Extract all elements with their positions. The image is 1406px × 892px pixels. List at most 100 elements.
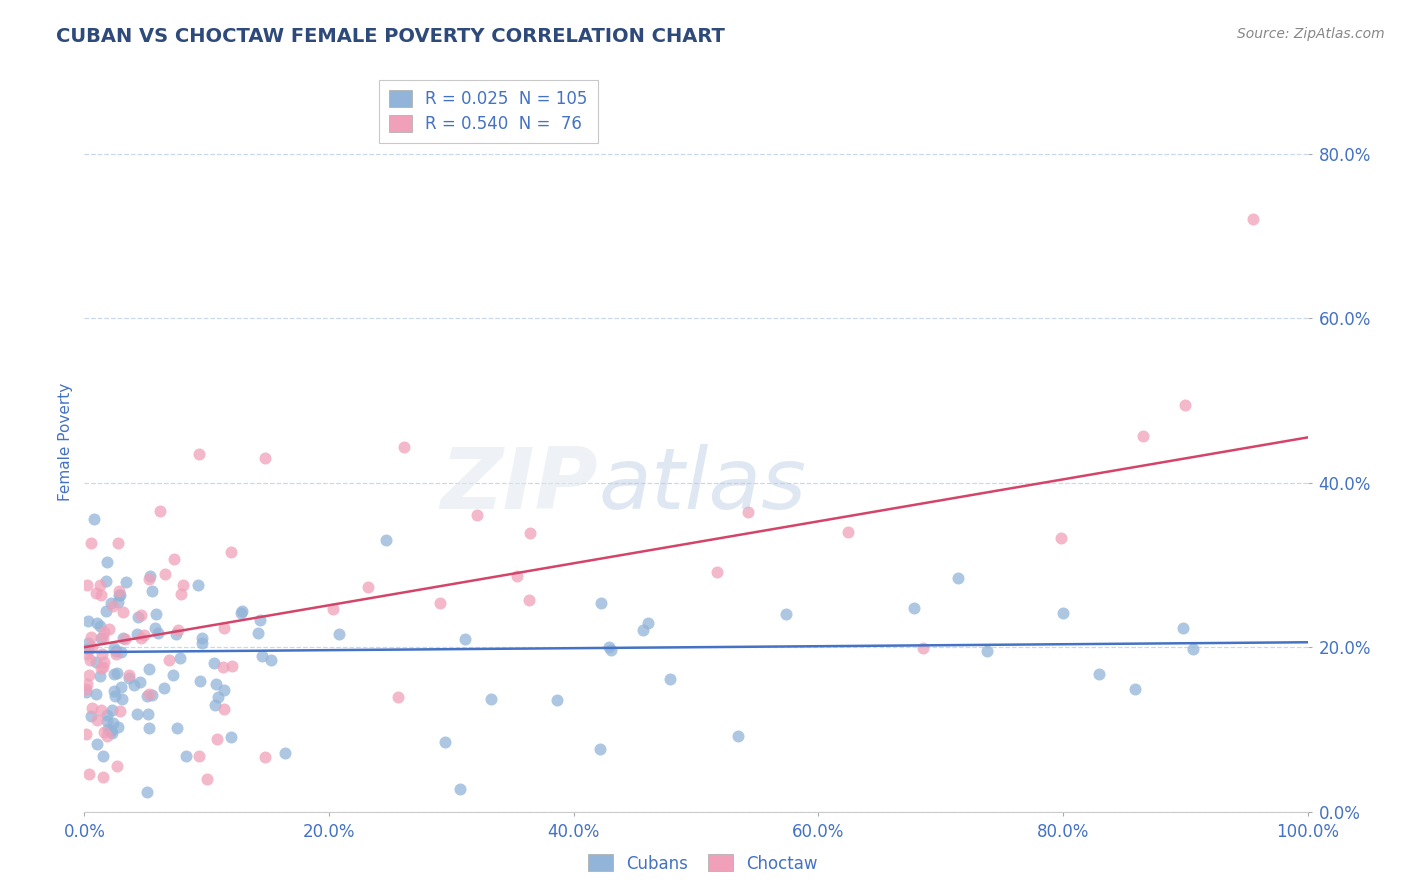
Point <box>107 595 129 609</box>
Point <box>912 640 935 655</box>
Point <box>141 584 163 599</box>
Point <box>176 749 198 764</box>
Point <box>737 505 759 519</box>
Point <box>205 731 228 746</box>
Point <box>204 677 226 691</box>
Point <box>129 632 152 646</box>
Point <box>94 574 117 588</box>
Point <box>191 636 214 650</box>
Point <box>519 526 541 541</box>
Point <box>79 630 101 644</box>
Point <box>212 702 235 716</box>
Point <box>219 544 242 558</box>
Point <box>93 655 115 669</box>
Point <box>250 649 273 664</box>
Point <box>658 672 681 686</box>
Point <box>976 644 998 658</box>
Point <box>429 596 451 610</box>
Point <box>75 685 97 699</box>
Point <box>91 749 114 764</box>
Point <box>211 660 233 674</box>
Point <box>100 723 122 738</box>
Point <box>93 624 115 639</box>
Point <box>96 708 118 723</box>
Point <box>202 657 225 671</box>
Point <box>84 687 107 701</box>
Point <box>97 722 120 736</box>
Point <box>96 729 118 743</box>
Point <box>465 508 488 522</box>
Point <box>231 604 253 618</box>
Point <box>77 668 100 682</box>
Point <box>506 569 529 583</box>
Point <box>775 607 797 622</box>
Point <box>229 606 252 620</box>
Point <box>706 565 728 579</box>
Point <box>153 681 176 696</box>
Point <box>96 714 118 728</box>
Point <box>110 645 132 659</box>
Point <box>260 653 283 667</box>
Point <box>253 450 276 465</box>
Point <box>103 640 125 655</box>
Point <box>392 440 415 454</box>
Point <box>112 605 135 619</box>
Point <box>204 698 226 713</box>
Point <box>125 706 148 721</box>
Point <box>134 628 156 642</box>
Point <box>96 555 118 569</box>
Point <box>93 659 115 673</box>
Point <box>1182 642 1205 657</box>
Point <box>221 659 243 673</box>
Point <box>145 607 167 622</box>
Point <box>108 588 131 602</box>
Point <box>76 677 98 691</box>
Point <box>195 772 218 786</box>
Point <box>94 603 117 617</box>
Point <box>141 688 163 702</box>
Point <box>86 713 108 727</box>
Point <box>75 681 97 696</box>
Point <box>169 651 191 665</box>
Point <box>76 648 98 662</box>
Point <box>90 661 112 675</box>
Point <box>80 640 103 654</box>
Point <box>86 738 108 752</box>
Point <box>108 583 131 598</box>
Point <box>90 703 112 717</box>
Point <box>80 701 103 715</box>
Point <box>637 615 659 630</box>
Point <box>76 641 98 656</box>
Point <box>101 599 124 613</box>
Point <box>546 693 568 707</box>
Point <box>127 610 149 624</box>
Point <box>1241 212 1264 227</box>
Point <box>105 647 128 661</box>
Point <box>76 578 98 592</box>
Point <box>138 687 160 701</box>
Point <box>77 614 100 628</box>
Point <box>188 673 211 688</box>
Point <box>101 726 124 740</box>
Point <box>91 632 114 646</box>
Point <box>449 781 471 796</box>
Point <box>107 536 129 550</box>
Point <box>249 613 271 627</box>
Point <box>108 704 131 718</box>
Point <box>212 621 235 635</box>
Text: ZIP: ZIP <box>440 444 598 527</box>
Point <box>138 572 160 586</box>
Point <box>135 690 157 704</box>
Point <box>89 669 111 683</box>
Point <box>149 503 172 517</box>
Point <box>75 727 97 741</box>
Point <box>1052 606 1074 620</box>
Point <box>167 623 190 637</box>
Point <box>375 533 398 547</box>
Point <box>1132 429 1154 443</box>
Point <box>100 596 122 610</box>
Point <box>105 666 128 681</box>
Point <box>187 749 209 764</box>
Point <box>139 569 162 583</box>
Point <box>219 730 242 744</box>
